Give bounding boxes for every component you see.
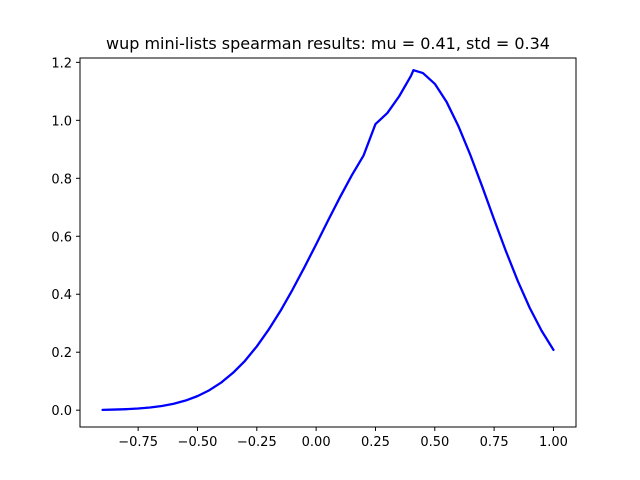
x-tick-label: −0.50	[178, 435, 218, 450]
series-line-0	[101, 69, 555, 411]
y-tick-label: 1.0	[51, 114, 72, 129]
y-tick-label: 0.2	[51, 346, 72, 361]
x-tick-label: 0.75	[480, 435, 509, 450]
y-tick-label: 0.6	[51, 230, 72, 245]
y-tick-label: 1.2	[51, 56, 72, 71]
axes-frame	[79, 57, 577, 428]
y-tick-label: 0.8	[51, 172, 72, 187]
y-tick-label: 0.0	[51, 404, 72, 419]
x-tick-label: 0.25	[361, 435, 390, 450]
x-tick-label: 0.50	[420, 435, 449, 450]
x-tick-label: −0.75	[118, 435, 158, 450]
x-tick-label: −0.25	[237, 435, 277, 450]
y-tick-label: 0.4	[51, 288, 72, 303]
x-tick-label: 0.00	[302, 435, 331, 450]
chart-title: wup mini-lists spearman results: mu = 0.…	[106, 34, 550, 53]
x-tick-label: 1.00	[539, 435, 568, 450]
